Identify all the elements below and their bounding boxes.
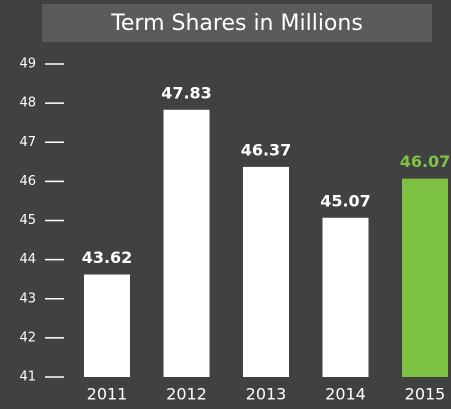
y-tick-label: 49: [19, 57, 36, 72]
y-tick-label: 47: [19, 135, 36, 150]
y-tick-label: 41: [19, 370, 36, 385]
y-tick-label: 44: [19, 252, 36, 267]
value-label: 47.83: [161, 83, 212, 102]
y-tick-label: 45: [19, 213, 36, 228]
y-tick-label: 42: [19, 330, 36, 345]
bar: [243, 166, 289, 377]
x-tick-label: 2013: [246, 385, 287, 404]
x-tick-label: 2012: [166, 385, 207, 404]
bar: [322, 217, 369, 377]
y-tick-label: 43: [19, 291, 36, 306]
bar: [402, 178, 448, 377]
value-label: 45.07: [320, 191, 371, 210]
value-label: 46.07: [400, 152, 451, 171]
bar: [84, 274, 130, 377]
title-bar: [42, 4, 432, 42]
y-tick-label: 48: [19, 96, 36, 111]
value-label: 46.37: [241, 140, 292, 159]
x-tick-label: 2011: [87, 385, 128, 404]
x-tick-label: 2014: [325, 385, 366, 404]
y-tick-label: 46: [19, 174, 36, 189]
bar: [163, 109, 210, 378]
value-label: 43.62: [82, 248, 133, 267]
chart-title: Term Shares in Millions: [110, 11, 363, 36]
x-tick-label: 2015: [405, 385, 446, 404]
